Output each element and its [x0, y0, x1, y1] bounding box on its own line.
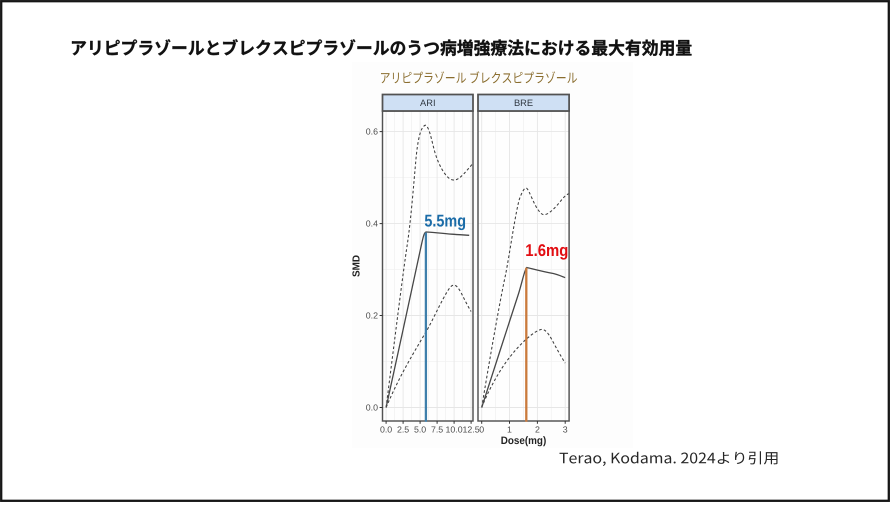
svg-text:10.0: 10.0	[446, 424, 463, 434]
svg-text:5.5mg: 5.5mg	[424, 211, 466, 230]
svg-text:1: 1	[507, 424, 512, 434]
svg-text:0: 0	[479, 424, 484, 434]
svg-text:2.5: 2.5	[397, 424, 409, 434]
svg-text:5.0: 5.0	[414, 424, 426, 434]
svg-text:0.6: 0.6	[366, 127, 378, 137]
svg-text:ARI: ARI	[420, 98, 436, 108]
svg-text:0.0: 0.0	[380, 424, 392, 434]
svg-text:12.5: 12.5	[463, 424, 480, 434]
svg-text:Dose(mg): Dose(mg)	[501, 435, 547, 447]
svg-text:3: 3	[563, 424, 568, 434]
svg-text:0.0: 0.0	[366, 403, 378, 413]
svg-text:1.6mg: 1.6mg	[525, 241, 568, 260]
svg-text:0.4: 0.4	[366, 219, 378, 229]
svg-text:0.2: 0.2	[366, 311, 378, 321]
svg-text:SMD: SMD	[351, 255, 362, 277]
svg-text:7.5: 7.5	[431, 424, 443, 434]
svg-text:BRE: BRE	[514, 98, 533, 108]
svg-text:2: 2	[535, 424, 540, 434]
